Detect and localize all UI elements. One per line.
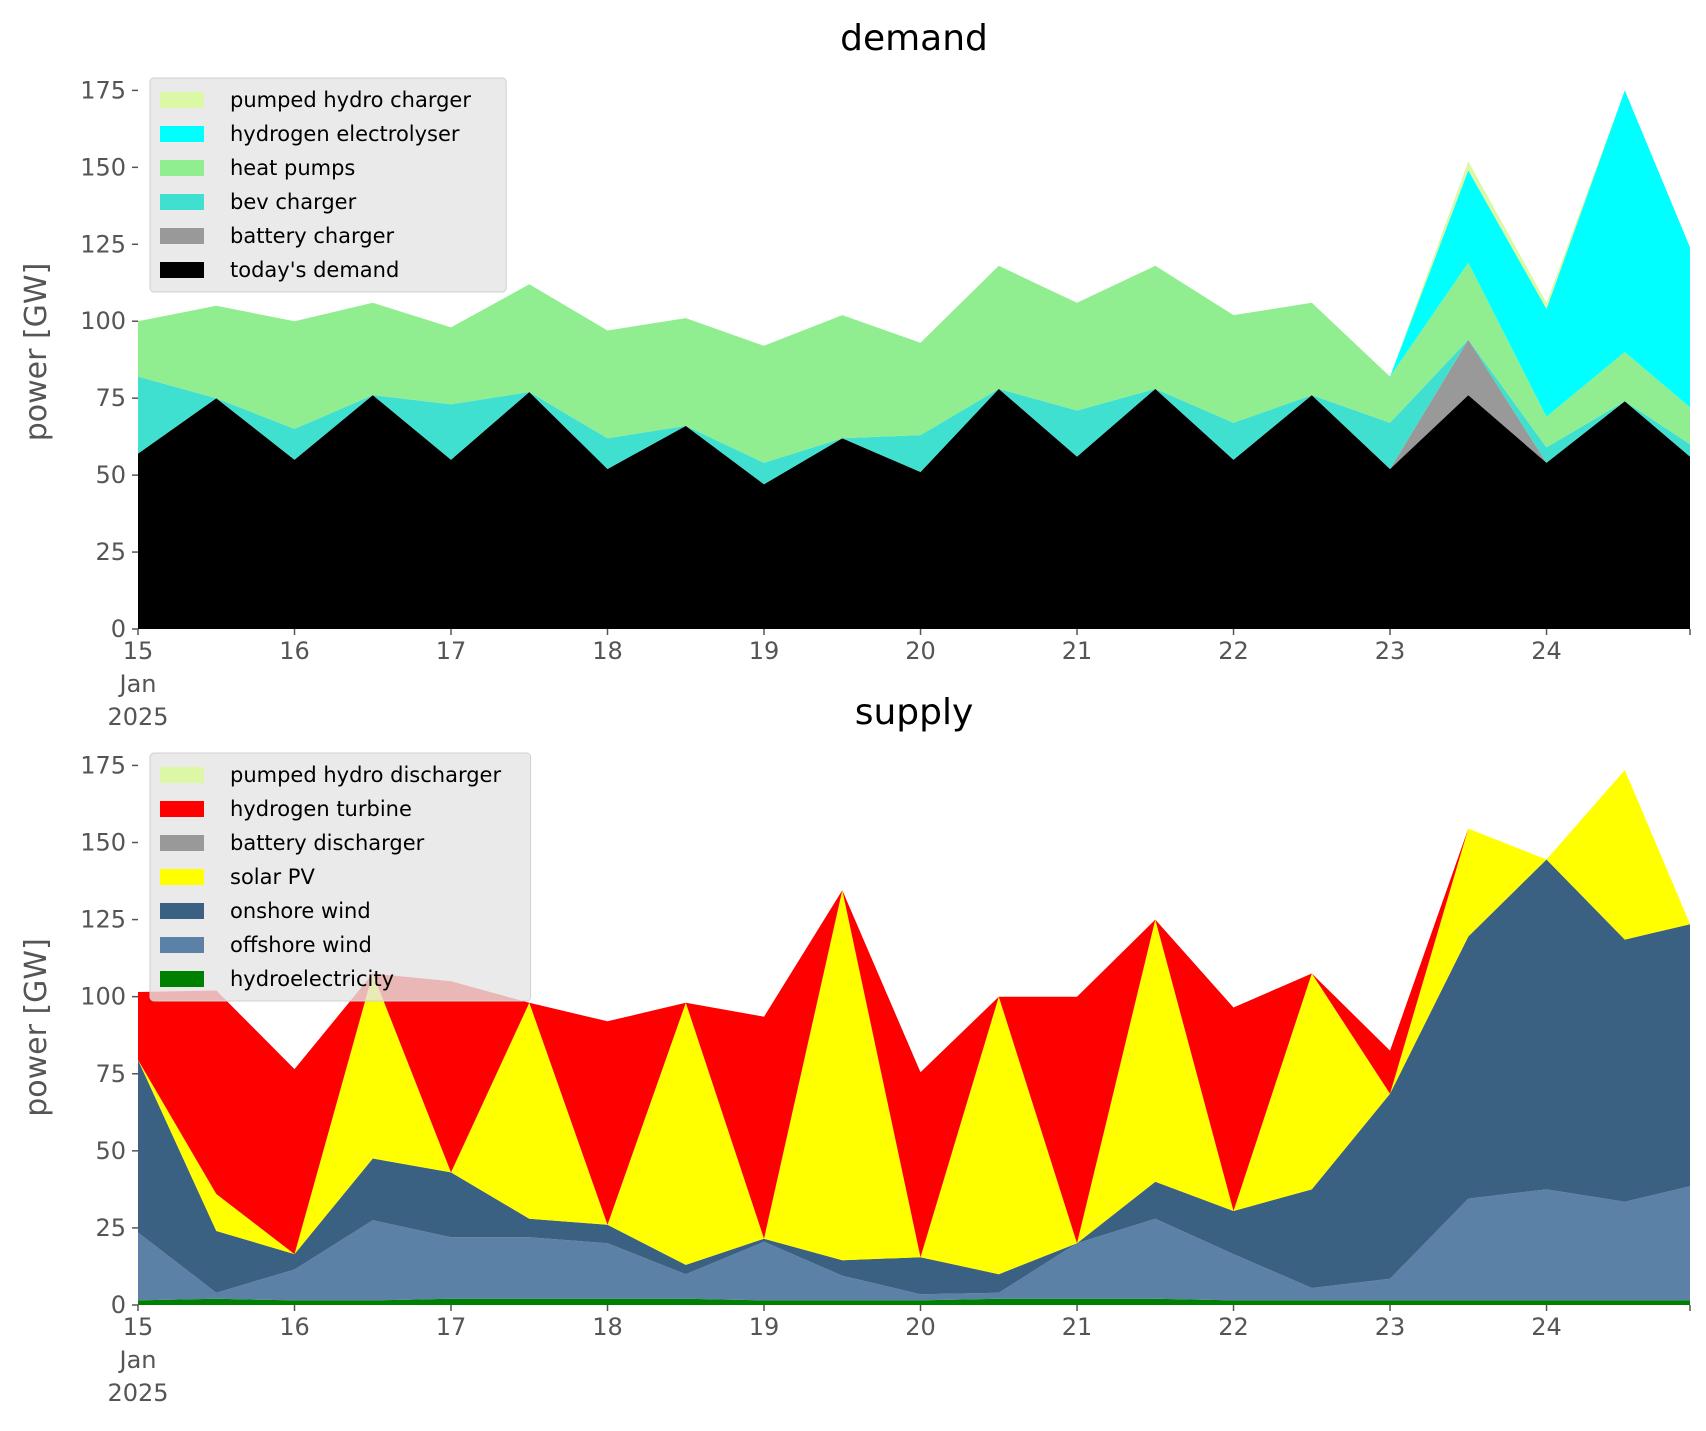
area-bev-charger bbox=[138, 339, 1690, 485]
series-areas bbox=[138, 770, 1690, 1305]
x-tick-label: 15 bbox=[123, 1313, 154, 1341]
legend-box bbox=[149, 77, 507, 293]
legend-swatch-pumped-hydro-charger bbox=[160, 92, 204, 108]
y-tick-label: 150 bbox=[80, 829, 126, 857]
area-hydroelectricity bbox=[138, 1298, 1690, 1305]
x-tick-label: 17 bbox=[436, 637, 467, 665]
series-areas bbox=[138, 90, 1690, 629]
x-tick-label: 17 bbox=[436, 1313, 467, 1341]
x-tick-label: 23 bbox=[1375, 1313, 1406, 1341]
area-hydrogen-turbine bbox=[138, 770, 1690, 1258]
x-tick-label: 21 bbox=[1062, 637, 1093, 665]
legend-label-pumped-hydro-discharger: pumped hydro discharger bbox=[230, 763, 501, 787]
y-tick-label: 50 bbox=[95, 1137, 126, 1165]
x-tick-label: 21 bbox=[1062, 1313, 1093, 1341]
area-hydrogen-electrolyser bbox=[138, 90, 1690, 417]
x-tick-label: 19 bbox=[749, 1313, 780, 1341]
legend-label-hydroelectricity: hydroelectricity bbox=[230, 967, 394, 991]
area-offshore-wind bbox=[138, 1186, 1690, 1301]
y-axis: 0 25 50 75 100 125 150 175 bbox=[80, 751, 138, 1319]
chart-supply: supply 0 25 50 75 100 125 150 175 power [GW] 15 Jan… bbox=[19, 692, 1691, 1407]
area-solar-pv bbox=[138, 770, 1690, 1275]
x-axis: 15 Jan 2025 16 17 18 19 20 21 22 23 24 bbox=[107, 629, 1691, 731]
legend-label-battery-discharger: battery discharger bbox=[230, 831, 425, 855]
y-tick-label: 175 bbox=[80, 751, 126, 779]
x-tick-label: 24 bbox=[1531, 637, 1562, 665]
y-axis-label: power [GW] bbox=[19, 938, 54, 1117]
legend-box bbox=[149, 752, 532, 1002]
legend-swatch-pumped-hydro-discharger bbox=[160, 767, 204, 783]
legend-label-heat-pumps: heat pumps bbox=[230, 156, 355, 180]
legend: pumped hydro charger hydrogen electrolyse… bbox=[149, 77, 507, 293]
x-tick-label: 24 bbox=[1531, 1313, 1562, 1341]
y-tick-label: 0 bbox=[111, 615, 126, 643]
legend-swatch-offshore-wind bbox=[160, 937, 204, 953]
legend-label-pumped-hydro-charger: pumped hydro charger bbox=[230, 88, 471, 112]
y-tick-label: 25 bbox=[95, 1214, 126, 1242]
legend-swatch-battery-discharger bbox=[160, 835, 204, 851]
y-tick-label: 75 bbox=[95, 1060, 126, 1088]
x-tick-label: 20 bbox=[905, 1313, 936, 1341]
legend-label-battery-charger: battery charger bbox=[230, 224, 395, 248]
x-tick-label: 16 bbox=[279, 1313, 310, 1341]
y-tick-label: 100 bbox=[80, 307, 126, 335]
y-tick-label: 150 bbox=[80, 153, 126, 181]
x-tick-label: 16 bbox=[279, 637, 310, 665]
area-today-s-demand bbox=[138, 388, 1690, 629]
legend-swatch-today-s-demand bbox=[160, 262, 204, 278]
x-tick-sublabel: Jan bbox=[118, 670, 157, 698]
x-tick-label: 15 bbox=[123, 637, 154, 665]
chart-demand: demand 0 25 50 75 100 125 150 175 power [GW] 15 Jan… bbox=[19, 18, 1691, 731]
x-tick-sublabel: 2025 bbox=[107, 703, 168, 731]
area-onshore-wind bbox=[138, 859, 1690, 1295]
legend-swatch-heat-pumps bbox=[160, 160, 204, 176]
y-axis-label: power [GW] bbox=[19, 263, 54, 442]
x-tick-label: 18 bbox=[592, 1313, 623, 1341]
y-tick-label: 125 bbox=[80, 230, 126, 258]
x-tick-label: 20 bbox=[905, 637, 936, 665]
chart-title: demand bbox=[840, 18, 988, 59]
legend-label-offshore-wind: offshore wind bbox=[230, 933, 372, 957]
area-heat-pumps bbox=[138, 262, 1690, 463]
legend: pumped hydro discharger hydrogen turbine b… bbox=[149, 752, 532, 1002]
x-tick-label: 18 bbox=[592, 637, 623, 665]
x-tick-label: 22 bbox=[1218, 1313, 1249, 1341]
x-axis: 15 Jan 2025 16 17 18 19 20 21 22 23 24 bbox=[107, 1305, 1691, 1407]
legend-swatch-hydroelectricity bbox=[160, 971, 204, 987]
legend-label-hydrogen-turbine: hydrogen turbine bbox=[230, 797, 412, 821]
legend-label-today-s-demand: today's demand bbox=[230, 258, 399, 282]
legend-label-hydrogen-electrolyser: hydrogen electrolyser bbox=[230, 122, 460, 146]
legend-swatch-battery-charger bbox=[160, 228, 204, 244]
y-tick-label: 25 bbox=[95, 538, 126, 566]
legend-label-onshore-wind: onshore wind bbox=[230, 899, 371, 923]
x-tick-sublabel: 2025 bbox=[107, 1379, 168, 1407]
legend-swatch-onshore-wind bbox=[160, 903, 204, 919]
legend-label-bev-charger: bev charger bbox=[230, 190, 357, 214]
legend-label-solar-pv: solar PV bbox=[230, 865, 315, 889]
y-tick-label: 125 bbox=[80, 906, 126, 934]
y-tick-label: 50 bbox=[95, 461, 126, 489]
chart-title: supply bbox=[855, 692, 974, 733]
y-axis: 0 25 50 75 100 125 150 175 bbox=[80, 76, 138, 643]
x-tick-label: 19 bbox=[749, 637, 780, 665]
x-tick-label: 23 bbox=[1375, 637, 1406, 665]
y-tick-label: 100 bbox=[80, 983, 126, 1011]
y-tick-label: 75 bbox=[95, 384, 126, 412]
legend-swatch-hydrogen-turbine bbox=[160, 801, 204, 817]
legend-swatch-solar-pv bbox=[160, 869, 204, 885]
legend-swatch-bev-charger bbox=[160, 194, 204, 210]
x-tick-sublabel: Jan bbox=[118, 1346, 157, 1374]
legend-swatch-hydrogen-electrolyser bbox=[160, 126, 204, 142]
y-tick-label: 175 bbox=[80, 76, 126, 104]
y-tick-label: 0 bbox=[111, 1291, 126, 1319]
x-tick-label: 22 bbox=[1218, 637, 1249, 665]
